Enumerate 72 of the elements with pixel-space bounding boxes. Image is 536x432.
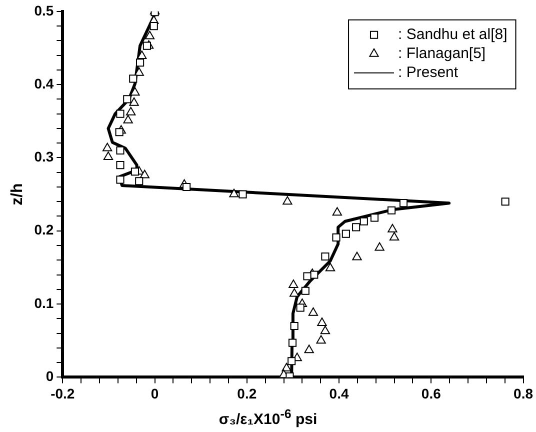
point — [129, 74, 138, 83]
point — [130, 87, 140, 96]
point — [140, 170, 150, 178]
point — [288, 357, 296, 366]
point — [360, 217, 368, 226]
point — [370, 214, 379, 222]
point — [116, 146, 124, 154]
point — [137, 50, 147, 60]
point — [130, 168, 140, 176]
point — [304, 344, 314, 354]
x-tick-label: -0.2 — [50, 385, 75, 402]
point — [116, 110, 124, 118]
point — [126, 106, 136, 116]
point — [388, 206, 396, 214]
point — [103, 151, 114, 160]
y-tick-label: 0.3 — [34, 148, 54, 165]
point — [325, 262, 336, 272]
point — [134, 67, 144, 76]
point — [129, 97, 139, 106]
point — [282, 362, 292, 372]
point — [303, 272, 312, 280]
point — [182, 182, 191, 192]
x-tick-label: 0.4 — [329, 385, 349, 402]
point — [332, 233, 340, 242]
point — [123, 114, 133, 124]
point — [282, 196, 292, 205]
point — [388, 224, 398, 232]
x-tick-label: 0.2 — [237, 385, 257, 402]
point — [136, 58, 144, 67]
x-tick-label: 0.6 — [421, 385, 442, 402]
point — [374, 242, 384, 251]
point — [123, 95, 132, 104]
point — [316, 335, 326, 344]
legend-label: : Present — [398, 64, 459, 82]
point — [288, 338, 297, 347]
y-axis-title: z/h — [9, 183, 26, 206]
point — [229, 188, 239, 198]
point — [308, 307, 318, 316]
point — [320, 326, 330, 334]
point — [301, 286, 310, 295]
x-axis-title: σ₃/ε₁X10$^{-6}$ psi — [218, 407, 318, 428]
point — [150, 22, 158, 30]
point — [142, 42, 151, 50]
point — [332, 207, 342, 216]
legend-label: : Sandhu et al[8] — [398, 26, 508, 44]
point — [317, 318, 327, 326]
point — [116, 161, 124, 170]
x-tick-label: 0 — [150, 385, 159, 402]
point — [342, 230, 350, 238]
y-tick-label: 0.2 — [34, 222, 54, 238]
point — [321, 252, 330, 261]
legend-label: : Flanagan[5] — [398, 45, 486, 62]
y-tick-label: 0 — [46, 368, 54, 384]
y-tick-label: 0.1 — [34, 294, 54, 311]
y-tick-label: 0.4 — [34, 75, 54, 92]
x-tick-label: 0.8 — [514, 385, 534, 402]
point — [352, 223, 360, 232]
point — [238, 190, 247, 198]
point — [135, 177, 144, 186]
point — [501, 198, 510, 206]
point — [352, 252, 362, 260]
point — [116, 176, 124, 184]
point — [102, 142, 112, 152]
point — [144, 30, 155, 40]
point — [115, 128, 124, 136]
point — [290, 288, 300, 297]
point — [296, 304, 304, 312]
point — [389, 232, 400, 240]
y-tick-label: 0.5 — [34, 2, 54, 18]
point — [290, 322, 298, 330]
point — [288, 280, 298, 288]
point — [399, 199, 408, 208]
